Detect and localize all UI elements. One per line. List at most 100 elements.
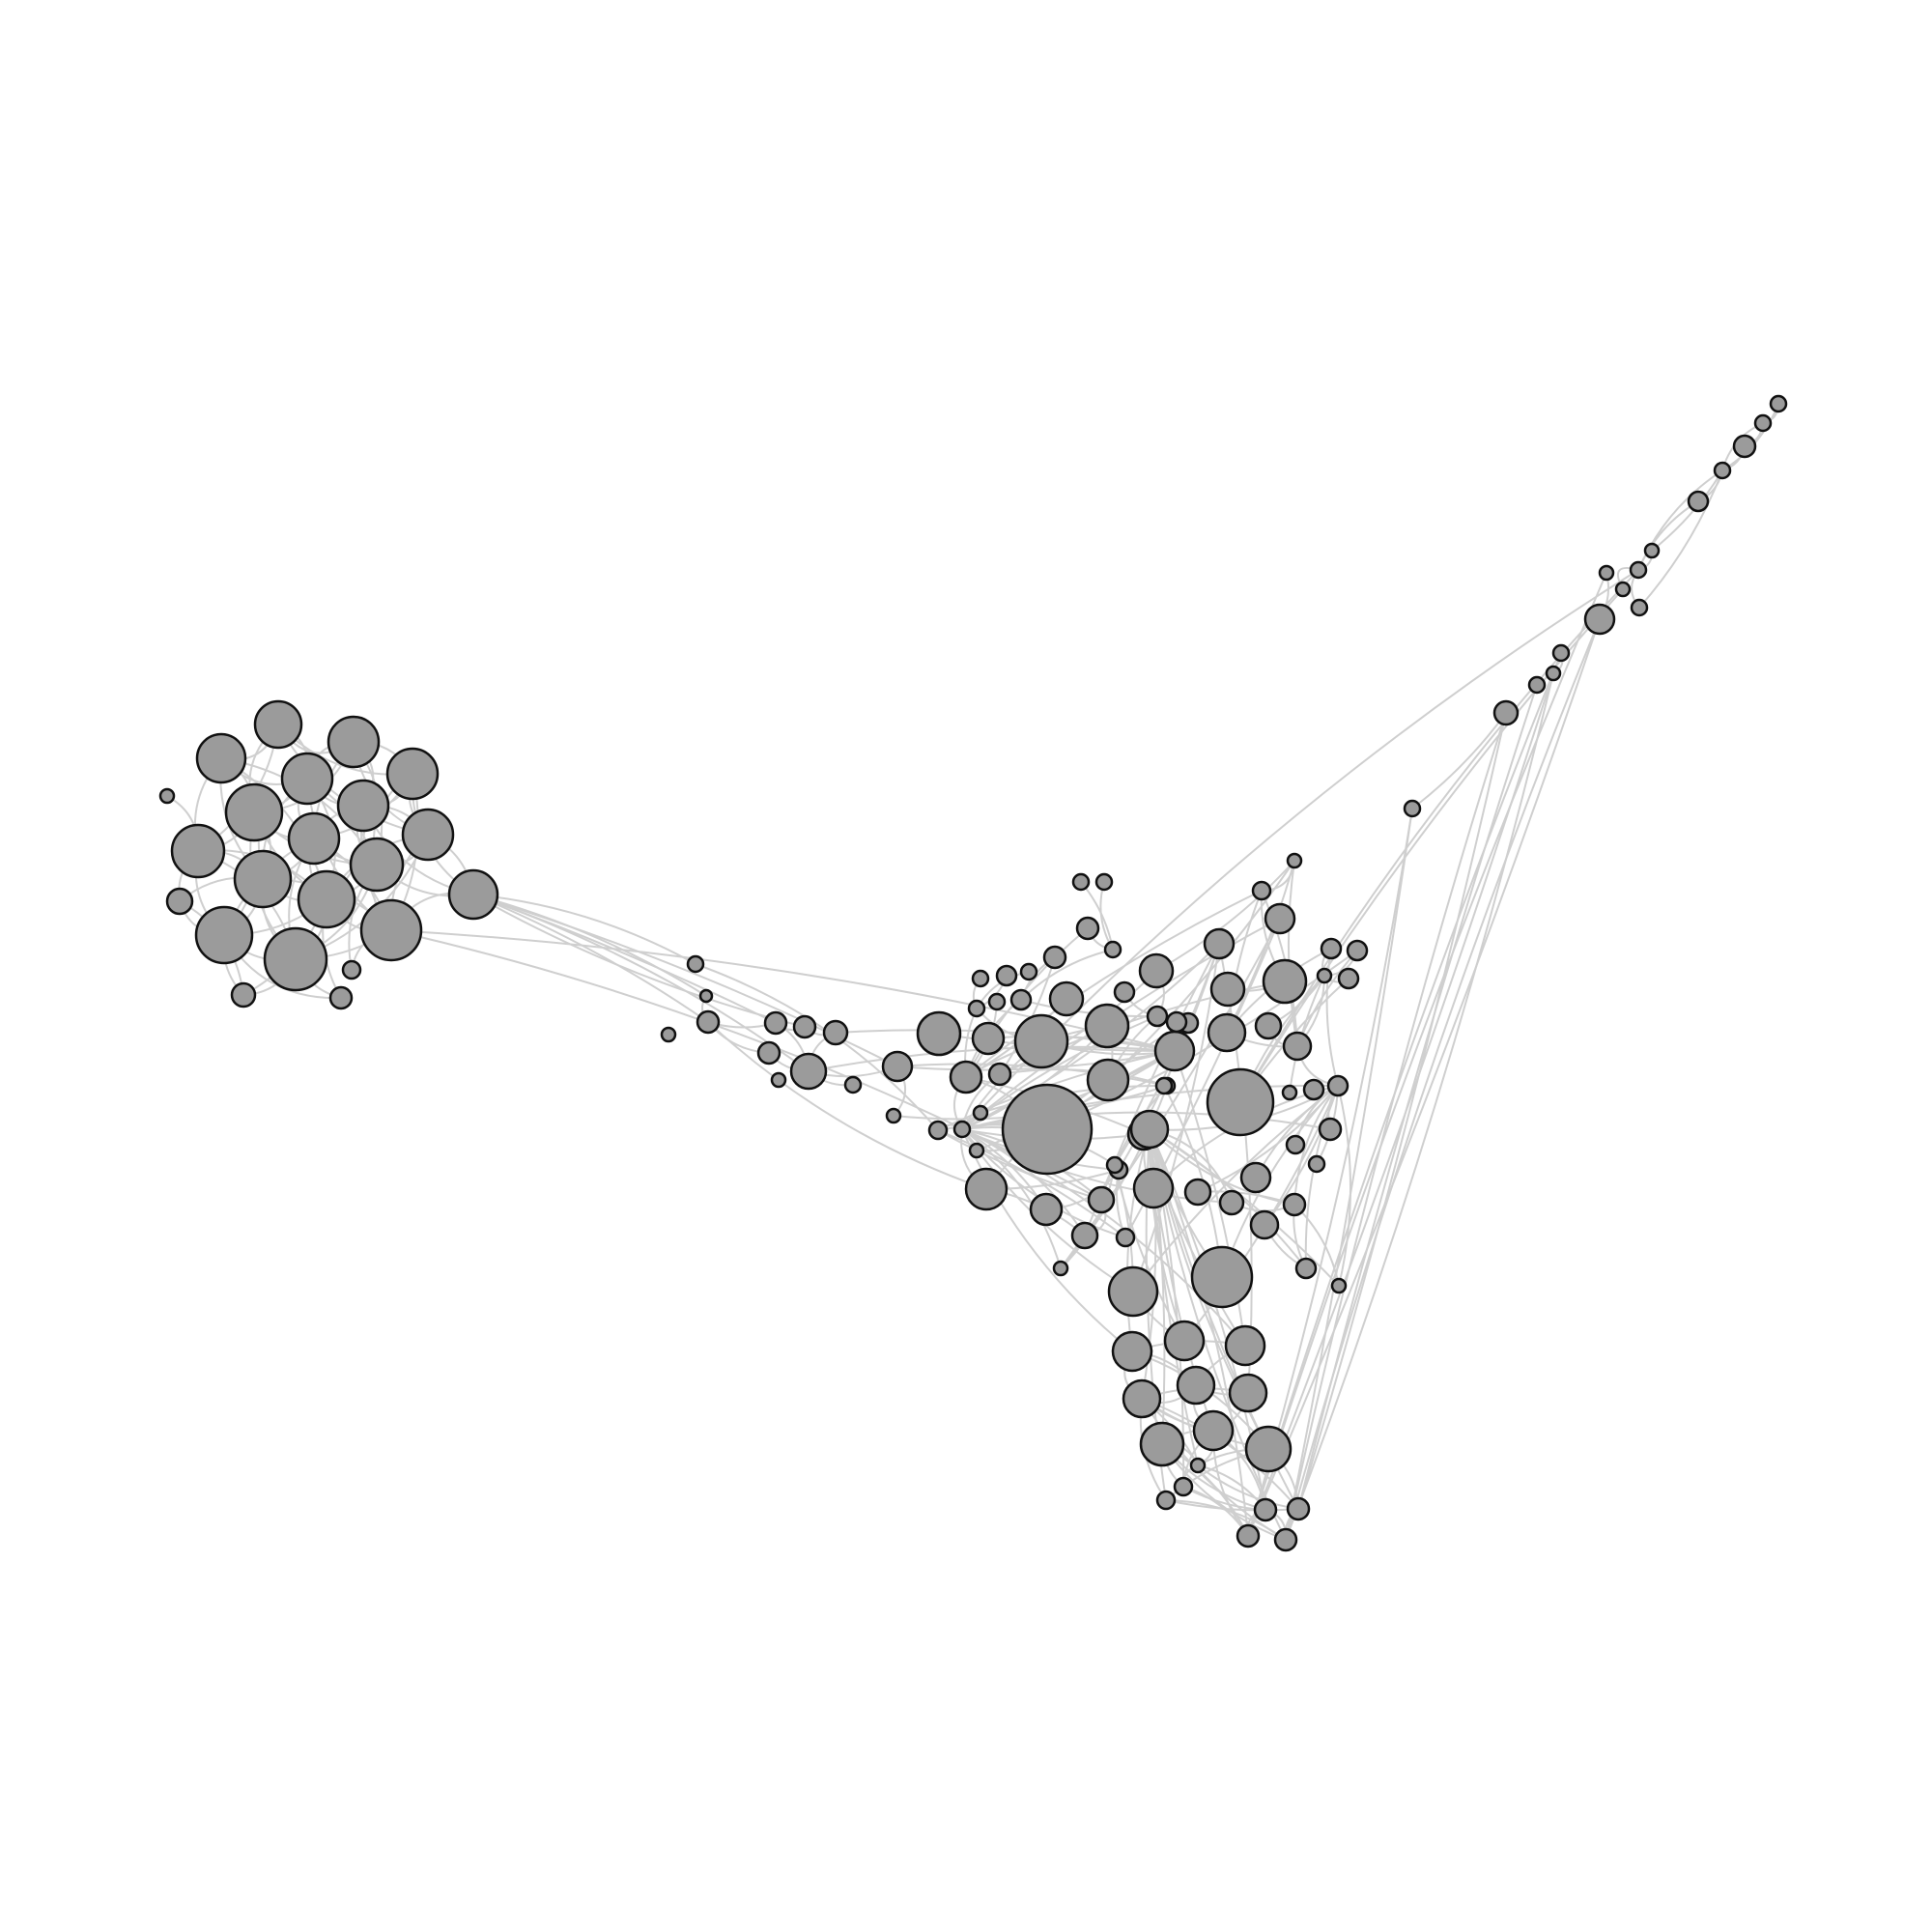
graph-edge bbox=[1247, 618, 1601, 1537]
graph-node bbox=[328, 985, 354, 1010]
graph-edge bbox=[1149, 1128, 1295, 1206]
graph-edge bbox=[1285, 618, 1601, 1541]
graph-node bbox=[158, 787, 176, 805]
graph-node bbox=[1713, 461, 1732, 480]
graph-node bbox=[1251, 880, 1272, 901]
graph-node bbox=[1307, 1154, 1326, 1174]
graph-node bbox=[698, 988, 714, 1004]
graph-node bbox=[1203, 927, 1236, 960]
graph-node bbox=[1302, 1078, 1325, 1101]
graph-node bbox=[987, 992, 1007, 1011]
graph-node bbox=[964, 1167, 1009, 1211]
graph-node bbox=[1052, 1260, 1069, 1277]
graph-node bbox=[1013, 1013, 1069, 1069]
graph-node bbox=[763, 1010, 788, 1036]
graph-node bbox=[1042, 945, 1067, 970]
graph-node bbox=[1273, 1527, 1298, 1552]
graph-node bbox=[1189, 1457, 1207, 1474]
graph-node bbox=[349, 837, 405, 893]
graph-edge bbox=[1721, 403, 1779, 471]
graph-node bbox=[1218, 1189, 1245, 1216]
graph-edge bbox=[1060, 918, 1281, 1269]
graph-node bbox=[789, 1052, 828, 1091]
graph-node bbox=[1115, 1227, 1136, 1248]
graph-edge bbox=[1239, 569, 1639, 1103]
graph-edge bbox=[1155, 860, 1295, 972]
graph-node bbox=[1264, 902, 1296, 935]
graph-edge bbox=[937, 1050, 1176, 1131]
graph-node bbox=[1111, 1330, 1153, 1373]
graph-edge bbox=[472, 894, 696, 965]
graph-node bbox=[1132, 1167, 1175, 1209]
graph-node bbox=[949, 1060, 983, 1094]
graph-edge bbox=[1165, 1499, 1299, 1512]
graph-node bbox=[385, 747, 440, 801]
graph-node bbox=[280, 752, 334, 806]
graph-node bbox=[1326, 1074, 1350, 1097]
graph-node bbox=[696, 1009, 721, 1035]
graph-node bbox=[1732, 434, 1757, 459]
graph-node bbox=[987, 1062, 1012, 1087]
graph-node bbox=[195, 732, 247, 784]
graph-node bbox=[165, 887, 194, 916]
graph-node bbox=[194, 905, 254, 965]
graph-edge bbox=[987, 1035, 1176, 1052]
graph-node bbox=[170, 823, 226, 879]
graph-edge bbox=[937, 1129, 1102, 1201]
graph-node bbox=[1029, 1192, 1064, 1227]
graph-edge bbox=[1285, 672, 1554, 1541]
graph-edge bbox=[1247, 672, 1554, 1537]
graph-node bbox=[881, 1050, 914, 1083]
graph-node bbox=[1107, 1265, 1159, 1318]
graph-edge bbox=[707, 1021, 987, 1190]
graph-node bbox=[1629, 560, 1648, 580]
graph-edge bbox=[965, 890, 1263, 1078]
graph-edge bbox=[1197, 1464, 1299, 1510]
graph-node bbox=[1253, 1497, 1278, 1522]
graph-node bbox=[1183, 1178, 1212, 1207]
graph-node bbox=[1103, 940, 1122, 959]
graph-node bbox=[843, 1075, 863, 1094]
graph-node bbox=[972, 1104, 989, 1122]
graph-edge bbox=[961, 1128, 1062, 1269]
graph-edge bbox=[1293, 1085, 1339, 1206]
graph-node bbox=[1583, 603, 1616, 636]
graph-node bbox=[1545, 665, 1562, 682]
graph-edge bbox=[1226, 860, 1295, 1034]
graph-node bbox=[1138, 952, 1175, 989]
graph-node bbox=[1207, 1012, 1247, 1053]
graph-node bbox=[1236, 1523, 1261, 1548]
graph-node bbox=[233, 849, 293, 909]
graph-node bbox=[401, 808, 455, 862]
graph-edge bbox=[472, 894, 806, 1028]
graph-node bbox=[1224, 1324, 1266, 1367]
graph-node bbox=[1146, 1005, 1169, 1028]
graph-node bbox=[686, 954, 705, 974]
graph-node bbox=[1527, 675, 1547, 695]
graph-node bbox=[916, 1010, 962, 1057]
graph-node bbox=[1228, 1373, 1268, 1413]
graph-node bbox=[1254, 1011, 1283, 1040]
graph-node bbox=[971, 1021, 1006, 1056]
graph-node bbox=[1129, 1109, 1170, 1150]
graph-edge bbox=[1174, 1050, 1246, 1347]
graph-node bbox=[253, 699, 303, 750]
graph-edge bbox=[1165, 1499, 1287, 1541]
graph-edge bbox=[1020, 949, 1114, 1001]
graph-node bbox=[971, 969, 990, 988]
graph-edge bbox=[1114, 1164, 1185, 1342]
graph-edges bbox=[166, 403, 1779, 1541]
graph-edge bbox=[1285, 712, 1507, 1541]
graph-node bbox=[1318, 1117, 1343, 1142]
graph-node bbox=[1113, 980, 1136, 1004]
graph-node bbox=[1086, 1058, 1130, 1102]
graph-node bbox=[1286, 852, 1303, 869]
graph-node bbox=[1155, 1490, 1177, 1511]
graph-edge bbox=[1182, 1486, 1249, 1537]
graph-node bbox=[1346, 939, 1369, 962]
graph-node bbox=[968, 1142, 985, 1159]
graph-node bbox=[1286, 1496, 1311, 1521]
graph-node bbox=[1687, 490, 1710, 513]
graph-edge bbox=[1304, 1085, 1339, 1269]
